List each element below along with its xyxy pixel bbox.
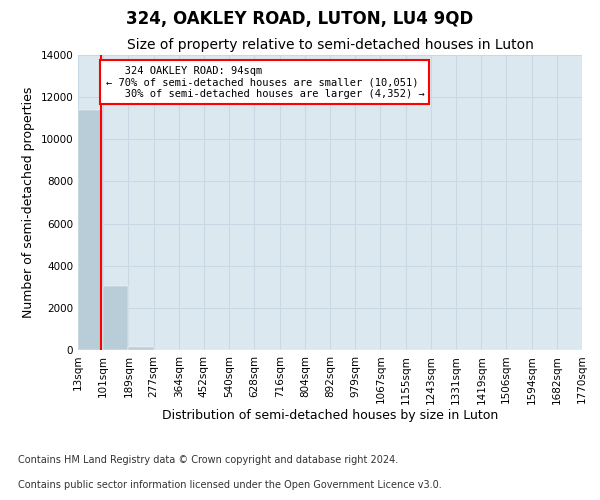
Y-axis label: Number of semi-detached properties: Number of semi-detached properties <box>22 87 35 318</box>
Bar <box>103 286 128 350</box>
Text: 324, OAKLEY ROAD, LUTON, LU4 9QD: 324, OAKLEY ROAD, LUTON, LU4 9QD <box>127 10 473 28</box>
Title: Size of property relative to semi-detached houses in Luton: Size of property relative to semi-detach… <box>127 38 533 52</box>
Bar <box>128 347 154 350</box>
Text: 324 OAKLEY ROAD: 94sqm
← 70% of semi-detached houses are smaller (10,051)
   30%: 324 OAKLEY ROAD: 94sqm ← 70% of semi-det… <box>106 66 424 98</box>
Text: Contains HM Land Registry data © Crown copyright and database right 2024.: Contains HM Land Registry data © Crown c… <box>18 455 398 465</box>
X-axis label: Distribution of semi-detached houses by size in Luton: Distribution of semi-detached houses by … <box>162 409 498 422</box>
Bar <box>78 110 103 350</box>
Text: Contains public sector information licensed under the Open Government Licence v3: Contains public sector information licen… <box>18 480 442 490</box>
